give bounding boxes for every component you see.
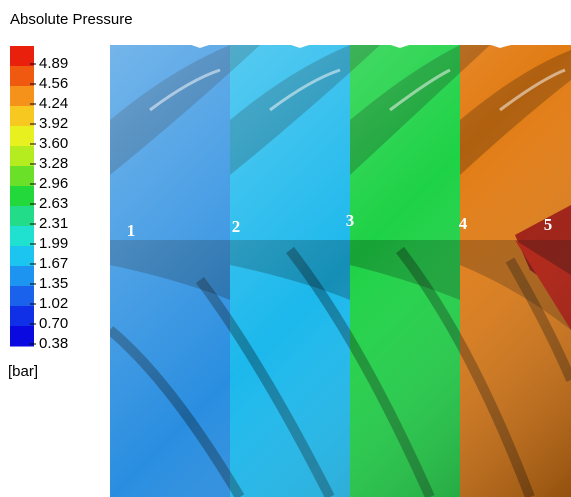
chamber-label: 2: [232, 217, 241, 236]
colorbar-band: [10, 246, 34, 267]
contour-view: Absolute Pressure 4.89 4.56 4.24 3.92 3.60 3.…: [0, 0, 571, 497]
colorbar: [10, 46, 34, 347]
colorbar-band: [10, 46, 34, 67]
tick-label: 1.67: [39, 255, 68, 272]
rotor-image: [110, 45, 571, 497]
colorbar-band: [10, 66, 34, 87]
colorbar-band: [10, 326, 34, 347]
colorbar-ticks: 4.89 4.56 4.24 3.92 3.60 3.28 2.96 2.63 2.31 1.99…: [30, 55, 68, 352]
legend-unit: [bar]: [8, 363, 38, 380]
chamber-label: 3: [346, 211, 355, 230]
page: {"legend": {"title": "Absolute Pressure"…: [0, 0, 571, 497]
tick-label: 0.70: [39, 315, 68, 332]
colorbar-band: [10, 126, 34, 147]
colorbar-band: [10, 86, 34, 107]
tick-label: 2.31: [39, 215, 68, 232]
tick-label: 1.02: [39, 295, 68, 312]
tick-label: 1.35: [39, 275, 68, 292]
tick-label: 4.24: [39, 95, 68, 112]
chamber-label: 4: [459, 214, 468, 233]
tick-label: 2.96: [39, 175, 68, 192]
tick-label: 1.99: [39, 235, 68, 252]
tick-label: 3.28: [39, 155, 68, 172]
colorbar-band: [10, 186, 34, 207]
tick-label: 4.56: [39, 75, 68, 92]
tick-label: 3.60: [39, 135, 68, 152]
tick-label: 2.63: [39, 195, 68, 212]
colorbar-band: [10, 286, 34, 307]
tick-label: 3.92: [39, 115, 68, 132]
colorbar-band: [10, 146, 34, 167]
legend-title: Absolute Pressure: [10, 11, 133, 28]
colorbar-band: [10, 206, 34, 227]
colorbar-band: [10, 166, 34, 187]
colorbar-band: [10, 266, 34, 287]
tick-label: 0.38: [39, 335, 68, 352]
tick-label: 4.89: [39, 55, 68, 72]
chamber-label: 5: [544, 215, 553, 234]
colorbar-band: [10, 226, 34, 247]
chamber-label: 1: [127, 221, 136, 240]
colorbar-band: [10, 106, 34, 127]
colorbar-band: [10, 306, 34, 327]
